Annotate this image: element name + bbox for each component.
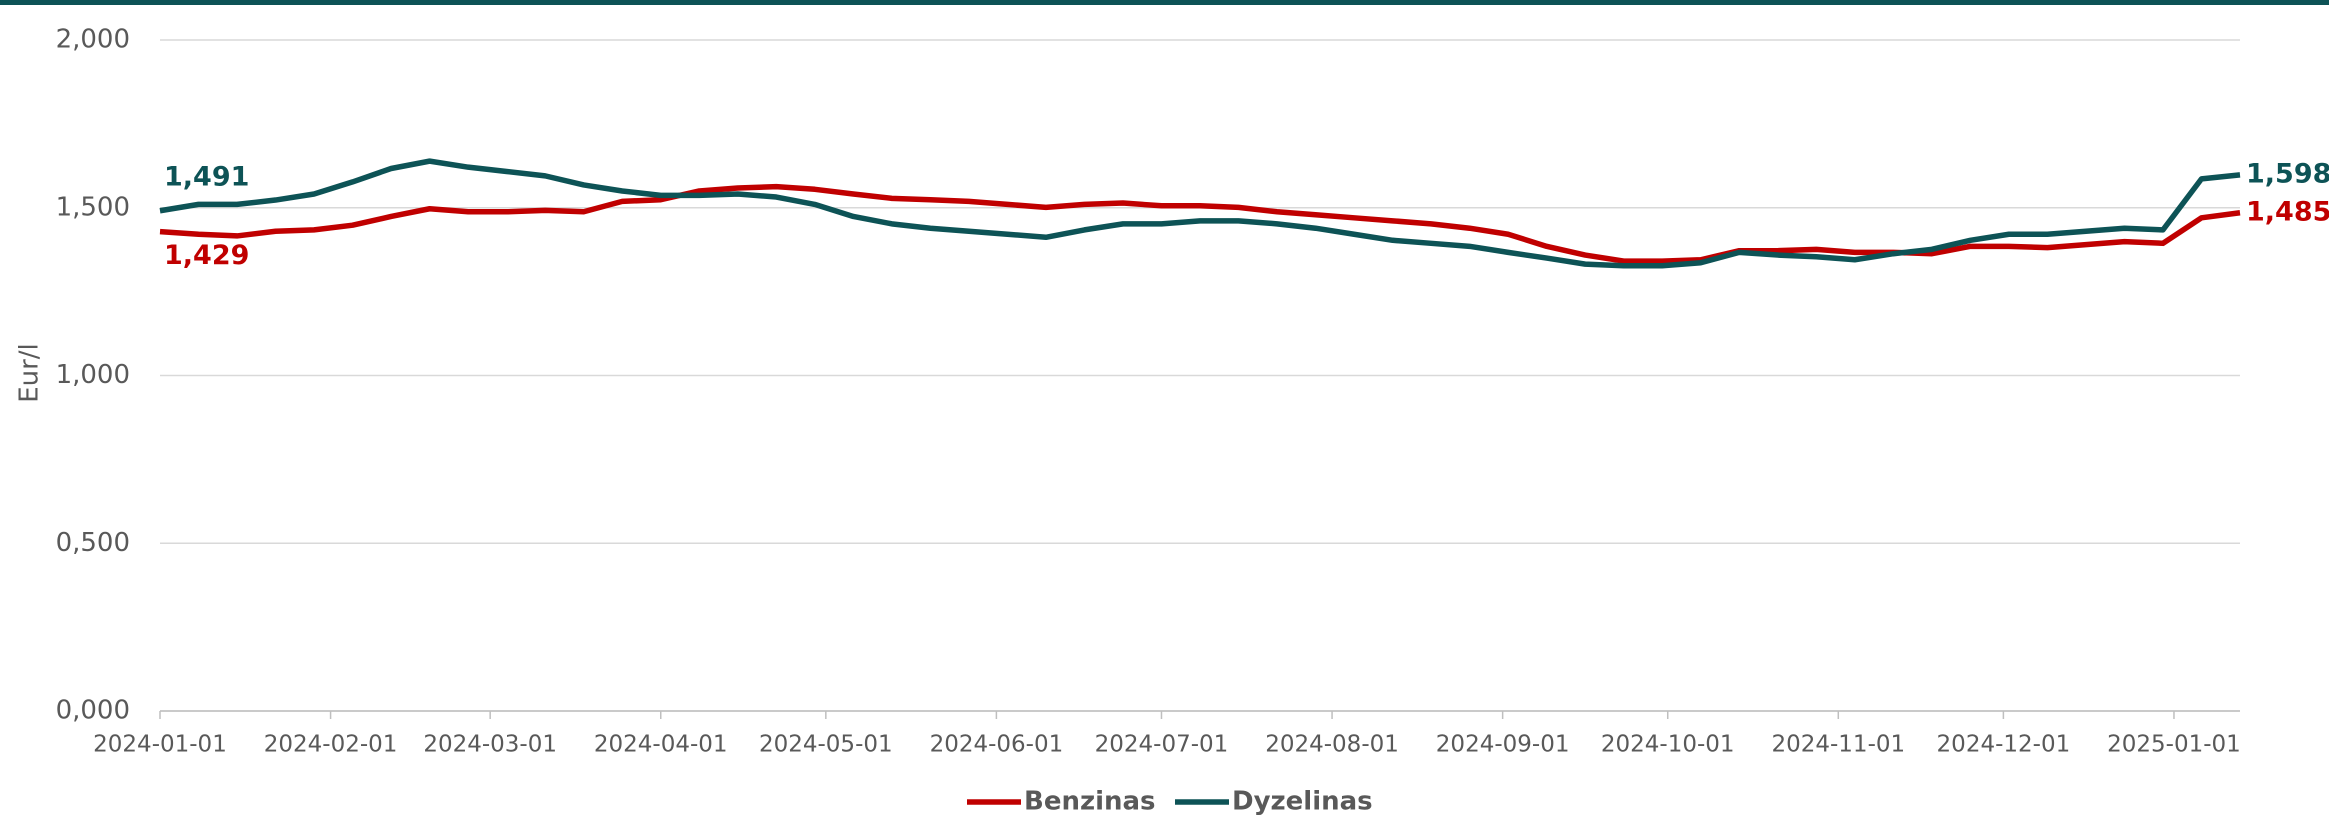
x-tick-label: 2024-05-01 (759, 732, 893, 758)
x-tick-label: 2024-11-01 (1771, 732, 1905, 758)
x-tick-label: 2024-10-01 (1601, 732, 1735, 758)
x-tick-label: 2024-06-01 (930, 732, 1064, 758)
legend-label: Dyzelinas (1232, 787, 1373, 816)
data-label: 1,485 (2246, 196, 2329, 227)
y-tick-label: 1,000 (56, 360, 130, 390)
x-tick-label: 2024-12-01 (1937, 732, 2071, 758)
y-axis-label: Eur/l (15, 343, 45, 403)
x-tick-label: 2024-07-01 (1095, 732, 1229, 758)
x-tick-label: 2024-09-01 (1436, 732, 1570, 758)
x-tick-label: 2025-01-01 (2107, 732, 2241, 758)
y-tick-label: 2,000 (56, 25, 130, 55)
y-tick-label: 0,500 (56, 528, 130, 558)
data-label: 1,491 (164, 161, 249, 192)
x-tick-label: 2024-01-01 (93, 732, 227, 758)
data-label: 1,598 (2246, 158, 2329, 189)
y-tick-label: 0,000 (56, 696, 130, 726)
top-border (0, 0, 2329, 5)
x-tick-label: 2024-04-01 (594, 732, 728, 758)
series-line (159, 158, 2241, 269)
y-tick-label: 1,500 (56, 192, 130, 222)
legend-label: Benzinas (1024, 787, 1156, 816)
x-tick-label: 2024-02-01 (264, 732, 398, 758)
x-tick-label: 2024-08-01 (1265, 732, 1399, 758)
data-label: 1,429 (164, 240, 249, 271)
x-tick-label: 2024-03-01 (423, 732, 557, 758)
